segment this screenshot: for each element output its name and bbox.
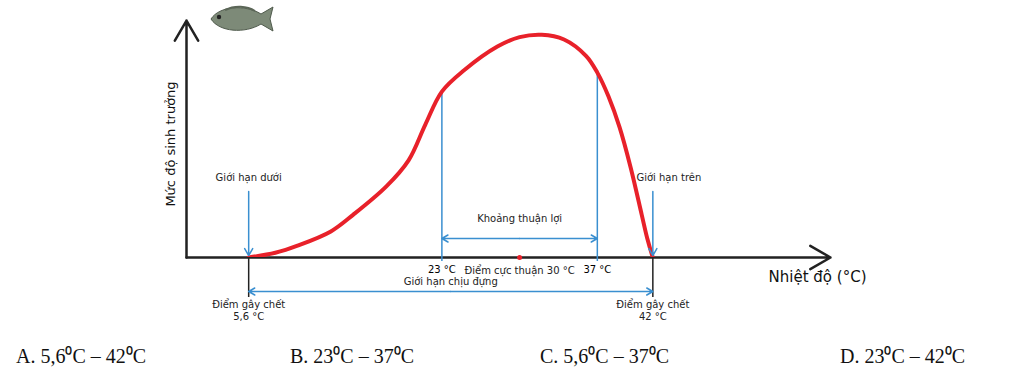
svg-text:Giới hạn dưới: Giới hạn dưới [216, 172, 282, 184]
html-text:D. 23⁰C – 42⁰C: D. 23⁰C – 42⁰C [840, 345, 966, 367]
html-text:C. 5,6⁰C – 37⁰C: C. 5,6⁰C – 37⁰C [540, 345, 669, 367]
svg-text:Giới hạn trên: Giới hạn trên [636, 172, 701, 184]
svg-text:37 °C: 37 °C [583, 264, 611, 275]
svg-text:Điểm cực thuận 30 °C: Điểm cực thuận 30 °C [464, 264, 575, 276]
svg-text:Khoảng thuận lợi: Khoảng thuận lợi [477, 213, 562, 225]
html-text:B. 23⁰C – 37⁰C: B. 23⁰C – 37⁰C [290, 345, 414, 367]
svg-text:23 °C: 23 °C [428, 264, 456, 275]
svg-text:Điểm gây chết5,6 °C: Điểm gây chết5,6 °C [212, 298, 285, 322]
svg-text:Mức độ sinh trưởng: Mức độ sinh trưởng [163, 81, 178, 206]
svg-text:Điểm gây chết42 °C: Điểm gây chết42 °C [616, 298, 689, 322]
svg-text:Giới hạn chịu đựng: Giới hạn chịu đựng [404, 276, 498, 288]
html-text:A. 5,6⁰C – 42⁰C: A. 5,6⁰C – 42⁰C [16, 345, 147, 367]
svg-text:Nhiệt độ (°C): Nhiệt độ (°C) [769, 268, 867, 286]
